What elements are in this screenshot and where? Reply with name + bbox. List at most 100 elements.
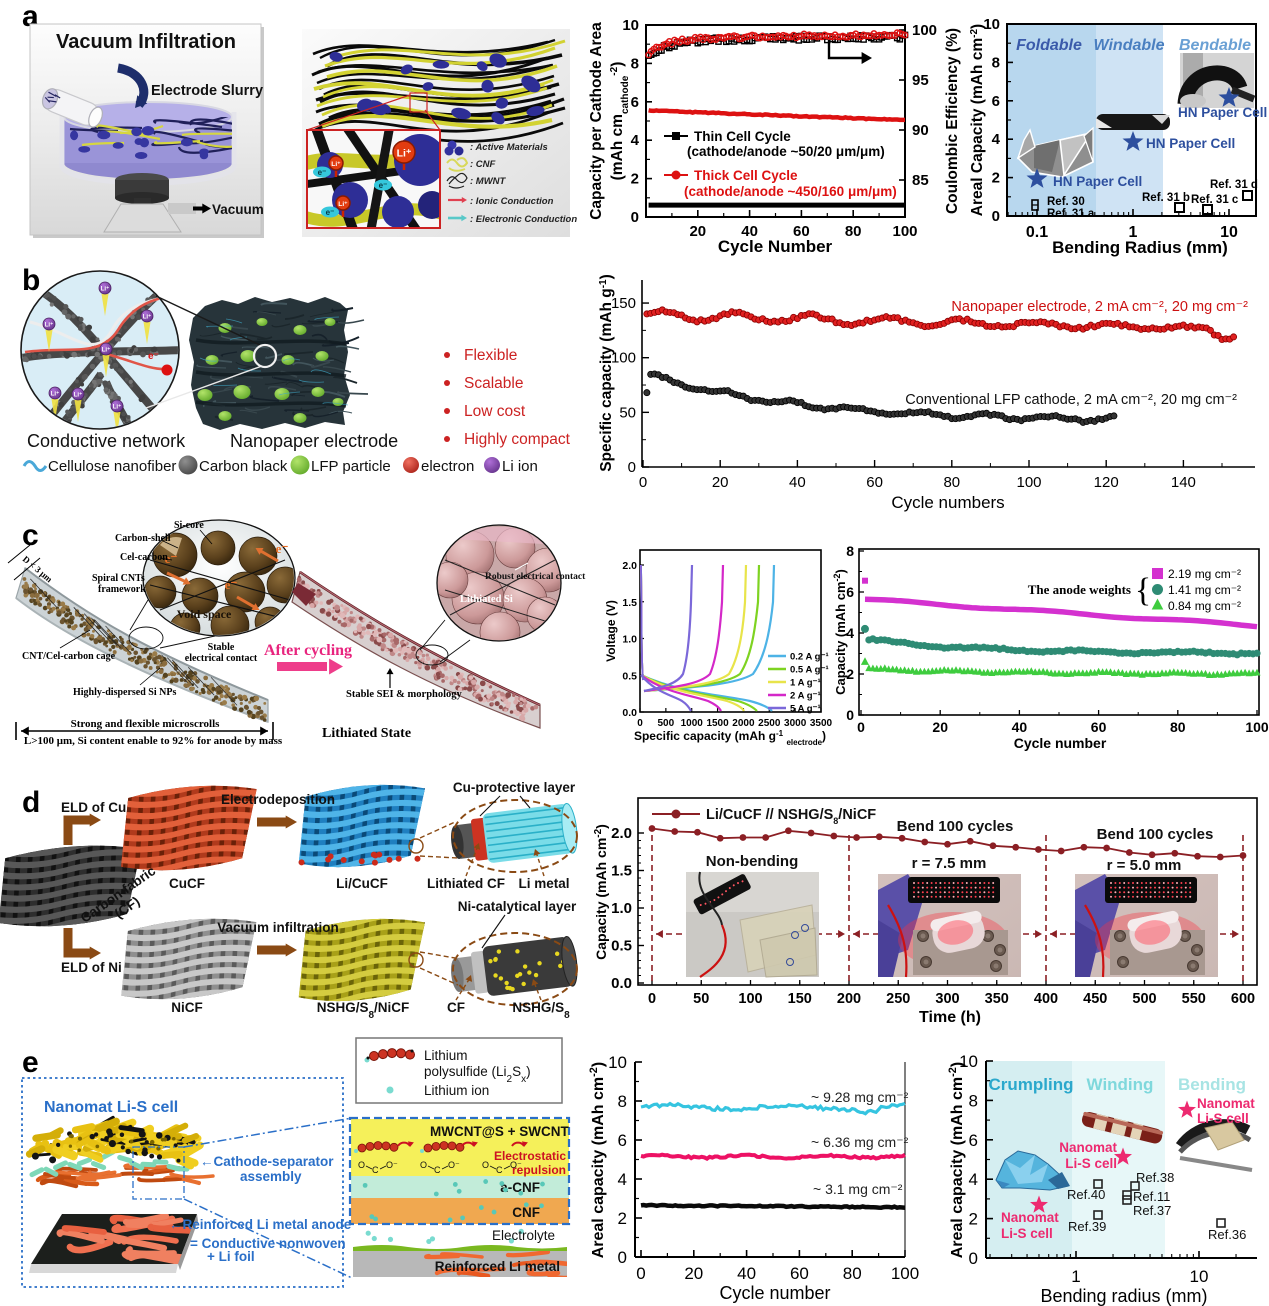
svg-text:Electrode Slurry: Electrode Slurry <box>151 83 263 99</box>
svg-text:40: 40 <box>737 1264 756 1283</box>
svg-text:0: 0 <box>628 459 636 476</box>
svg-text:Carbon black: Carbon black <box>199 458 288 475</box>
svg-text:6: 6 <box>631 94 639 111</box>
svg-text:4: 4 <box>618 1170 627 1189</box>
svg-text:8: 8 <box>969 1091 978 1110</box>
svg-text:10: 10 <box>983 16 1000 33</box>
svg-text:Stable: Stable <box>208 642 235 653</box>
svg-text:0: 0 <box>846 707 854 723</box>
svg-text:100: 100 <box>891 1264 919 1283</box>
svg-text:0: 0 <box>637 718 643 729</box>
svg-text:40: 40 <box>1012 719 1028 735</box>
svg-text:e: e <box>22 1046 39 1079</box>
svg-text:0: 0 <box>631 209 639 226</box>
svg-text:8: 8 <box>846 543 854 559</box>
svg-text:Crumpling: Crumpling <box>989 1075 1074 1094</box>
svg-text:Areal Capacity (mAh cm-2): Areal Capacity (mAh cm-2) <box>969 24 987 216</box>
svg-text:repulsion: repulsion <box>512 1163 566 1177</box>
svg-text:e⁻: e⁻ <box>276 541 289 556</box>
svg-text:40: 40 <box>741 223 758 240</box>
svg-text:Li-S cell: Li-S cell <box>1065 1156 1117 1171</box>
svg-text:100: 100 <box>1016 474 1041 491</box>
svg-text:Specific capacity (mAh g-1): Specific capacity (mAh g-1) <box>598 274 616 472</box>
svg-text:Ref. 31 a: Ref. 31 a <box>1047 208 1095 220</box>
svg-text:50: 50 <box>619 404 636 421</box>
svg-text:Ref. 31 c: Ref. 31 c <box>1191 194 1239 206</box>
svg-text:0.2 A g⁻¹: 0.2 A g⁻¹ <box>790 652 829 663</box>
svg-text:300: 300 <box>935 991 959 1007</box>
svg-text:600: 600 <box>1231 991 1255 1007</box>
svg-text:Li⁺: Li⁺ <box>74 392 83 399</box>
svg-text:4: 4 <box>631 132 640 149</box>
svg-text:Ref.11: Ref.11 <box>1133 1189 1170 1204</box>
svg-text:90: 90 <box>912 122 929 139</box>
svg-text:Cycle numbers: Cycle numbers <box>891 493 1004 512</box>
svg-text:(cathode/anode ~50/20 μm/μm): (cathode/anode ~50/20 μm/μm) <box>687 144 885 159</box>
svg-text:Nanopaper electrode, 2 mA cm⁻²: Nanopaper electrode, 2 mA cm⁻², 20 mg cm… <box>951 299 1248 315</box>
svg-text:1.5: 1.5 <box>611 863 632 880</box>
svg-text:Li⁺: Li⁺ <box>143 314 152 321</box>
svg-text:Windable: Windable <box>1094 37 1165 54</box>
svg-text:10: 10 <box>1190 1267 1209 1286</box>
svg-text:80: 80 <box>843 1264 862 1283</box>
svg-text:~ 9.28 mg cm⁻²: ~ 9.28 mg cm⁻² <box>811 1089 909 1105</box>
svg-text:50: 50 <box>693 991 709 1007</box>
svg-text:d: d <box>22 786 40 819</box>
svg-text:0: 0 <box>636 1264 645 1283</box>
svg-text:Nanomat: Nanomat <box>1197 1096 1255 1111</box>
svg-text:Bending: Bending <box>1178 1075 1246 1094</box>
svg-text:After cycling: After cycling <box>264 642 352 659</box>
svg-text:Scalable: Scalable <box>464 375 523 392</box>
svg-text:6: 6 <box>618 1131 627 1150</box>
svg-text:200: 200 <box>837 991 861 1007</box>
svg-text:40: 40 <box>789 474 806 491</box>
svg-text:2500: 2500 <box>758 718 781 729</box>
svg-text:450: 450 <box>1083 991 1107 1007</box>
svg-text:O⁻: O⁻ <box>510 1160 522 1170</box>
svg-text:Lithium: Lithium <box>424 1048 468 1063</box>
svg-text:100: 100 <box>912 22 937 39</box>
svg-text:framework: framework <box>98 584 146 595</box>
svg-text:HN Paper Cell: HN Paper Cell <box>1146 136 1235 151</box>
svg-text:2.0: 2.0 <box>611 825 632 842</box>
svg-text:Ref. 31 d: Ref. 31 d <box>1210 179 1258 191</box>
svg-text:4: 4 <box>969 1170 978 1189</box>
svg-text:electron: electron <box>421 458 474 475</box>
svg-text:Vacuum Infiltration: Vacuum Infiltration <box>56 31 236 53</box>
svg-text:Flexible: Flexible <box>464 347 517 364</box>
svg-text:b: b <box>22 264 40 297</box>
svg-text:2: 2 <box>618 1209 627 1228</box>
svg-text:Nanopaper electrode: Nanopaper electrode <box>230 431 398 451</box>
svg-text:10: 10 <box>959 1052 978 1071</box>
svg-text:500: 500 <box>1132 991 1156 1007</box>
svg-text:Bendable: Bendable <box>1179 37 1251 54</box>
svg-text:10: 10 <box>608 1053 627 1072</box>
svg-text:95: 95 <box>912 72 929 89</box>
svg-text:e⁻: e⁻ <box>326 208 335 217</box>
svg-text:O: O <box>358 1160 365 1170</box>
svg-text:Low cost: Low cost <box>464 403 526 420</box>
svg-text:←Reinforced Li metal anode: ←Reinforced Li metal anode <box>169 1217 352 1232</box>
svg-text:HN Paper Cell: HN Paper Cell <box>1053 174 1142 189</box>
svg-text:20: 20 <box>684 1264 703 1283</box>
svg-text:0: 0 <box>992 208 1000 225</box>
svg-text:Ref.40: Ref.40 <box>1067 1187 1105 1202</box>
svg-text:Capacity (mAh cm-2): Capacity (mAh cm-2) <box>832 569 848 695</box>
svg-text:L>100 μm, Si content enable to: L>100 μm, Si content enable to 92% for a… <box>24 735 283 747</box>
svg-text:HN Paper Cell: HN Paper Cell <box>1178 105 1267 120</box>
svg-text:0.5: 0.5 <box>611 938 632 955</box>
svg-text:6: 6 <box>969 1131 978 1150</box>
svg-text:e⁻: e⁻ <box>148 351 159 362</box>
svg-text:Li⁺: Li⁺ <box>113 404 122 411</box>
svg-text:Nanomat: Nanomat <box>1059 1140 1117 1155</box>
svg-text:8: 8 <box>618 1092 627 1111</box>
svg-text:Thick Cell Cycle: Thick Cell Cycle <box>694 168 798 183</box>
svg-text:: CNF: : CNF <box>470 159 496 170</box>
svg-text:Ref.36: Ref.36 <box>1208 1227 1246 1242</box>
svg-text:Li⁺: Li⁺ <box>51 391 60 398</box>
svg-text:Conventional LFP cathode, 2 mA: Conventional LFP cathode, 2 mA cm⁻², 20 … <box>905 392 1237 408</box>
svg-text:Cu-protective layer: Cu-protective layer <box>453 780 576 795</box>
svg-text:Cel-carbon: Cel-carbon <box>120 552 168 563</box>
svg-text:1.0: 1.0 <box>611 900 632 917</box>
svg-text:1.5: 1.5 <box>622 597 637 609</box>
